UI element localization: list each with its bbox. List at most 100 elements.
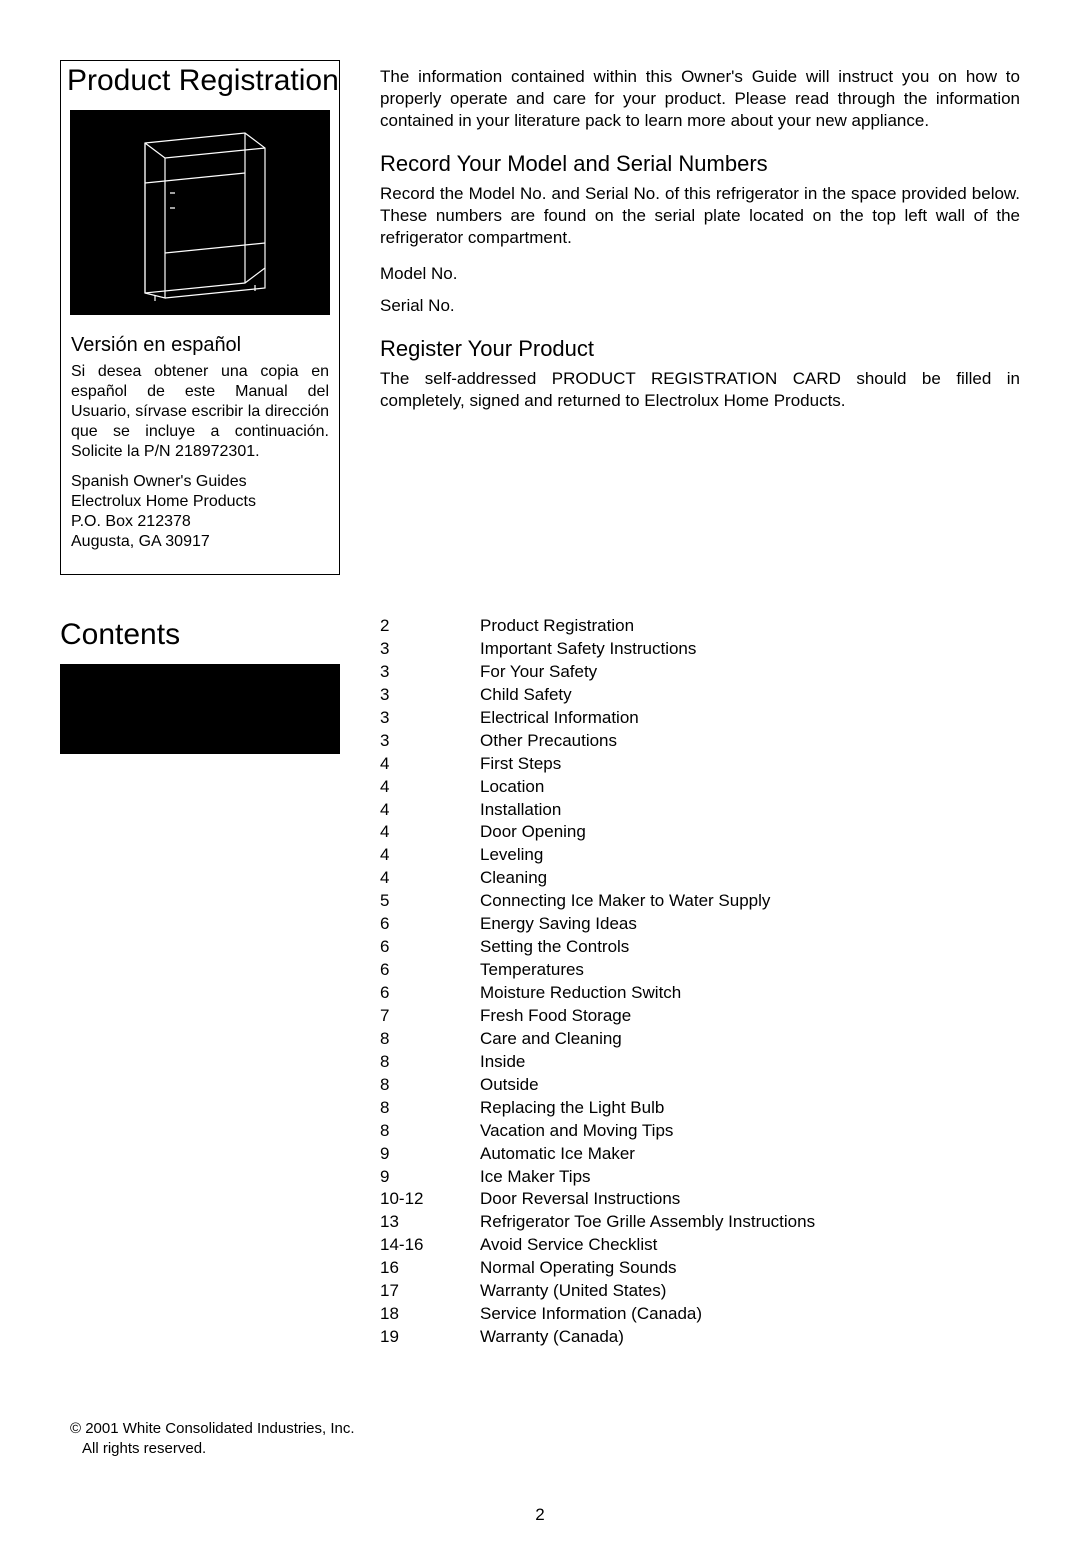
- record-text: Record the Model No. and Serial No. of t…: [380, 183, 1020, 249]
- toc-page-number: 4: [380, 844, 440, 867]
- toc-row: 8Inside: [380, 1051, 1020, 1074]
- spanish-address: Spanish Owner's Guides Electrolux Home P…: [71, 472, 329, 552]
- toc-entry-title: Cleaning: [480, 867, 1020, 890]
- bottom-section: Contents 2Product Registration3Important…: [60, 615, 1020, 1349]
- intro-text: The information contained within this Ow…: [380, 66, 1020, 132]
- toc-page-number: 4: [380, 776, 440, 799]
- toc-entry-title: Normal Operating Sounds: [480, 1257, 1020, 1280]
- toc-entry-title: Replacing the Light Bulb: [480, 1097, 1020, 1120]
- toc-page-number: 3: [380, 661, 440, 684]
- toc-entry-title: Door Reversal Instructions: [480, 1188, 1020, 1211]
- toc-entry-title: Fresh Food Storage: [480, 1005, 1020, 1028]
- toc-entry-title: Installation: [480, 799, 1020, 822]
- toc-page-number: 9: [380, 1143, 440, 1166]
- right-column: The information contained within this Ow…: [380, 60, 1020, 575]
- heading-registration: Product Registration: [61, 61, 339, 100]
- addr-line: Spanish Owner's Guides: [71, 473, 247, 490]
- register-product-block: Register Your Product The self-addressed…: [380, 335, 1020, 412]
- toc-page-number: 19: [380, 1326, 440, 1349]
- top-section: Product Registration: [60, 60, 1020, 575]
- toc-row: 8 Care and Cleaning: [380, 1028, 1020, 1051]
- toc-entry-title: First Steps: [480, 753, 1020, 776]
- toc-entry-title: For Your Safety: [480, 661, 1020, 684]
- toc-page-number: 13: [380, 1211, 440, 1234]
- toc-page-number: 5: [380, 890, 440, 913]
- page-number: 2: [60, 1504, 1020, 1526]
- toc-entry-title: Ice Maker Tips: [480, 1166, 1020, 1189]
- left-column: Product Registration: [60, 60, 340, 575]
- toc-page-number: 8: [380, 1097, 440, 1120]
- intro-block: The information contained within this Ow…: [380, 66, 1020, 132]
- page: Product Registration: [60, 60, 1020, 1526]
- toc-entry-title: Vacation and Moving Tips: [480, 1120, 1020, 1143]
- toc-page-number: 3: [380, 707, 440, 730]
- toc-page-number: 6: [380, 936, 440, 959]
- toc-page-number: 8: [380, 1120, 440, 1143]
- toc-page-number: 16: [380, 1257, 440, 1280]
- register-heading: Register Your Product: [380, 335, 1020, 364]
- toc-page-number: 18: [380, 1303, 440, 1326]
- serial-no-field: Serial No.: [380, 295, 1020, 317]
- toc-page-number: 7: [380, 1005, 440, 1028]
- model-no-field: Model No.: [380, 263, 1020, 285]
- toc-row: 4 First Steps: [380, 753, 1020, 776]
- spanish-text: Si desea obtener una copia en español de…: [71, 362, 329, 462]
- contents-image-placeholder: [60, 664, 340, 754]
- addr-line: Electrolux Home Products: [71, 493, 256, 510]
- addr-line: P.O. Box 212378: [71, 513, 191, 530]
- toc-row: 19Warranty (Canada): [380, 1326, 1020, 1349]
- toc-row: 4 Cleaning: [380, 867, 1020, 890]
- toc-row: 3 Electrical Information: [380, 707, 1020, 730]
- toc-row: 8Outside: [380, 1074, 1020, 1097]
- toc-row: 6 Energy Saving Ideas: [380, 913, 1020, 936]
- toc-entry-title: Important Safety Instructions: [480, 638, 1020, 661]
- toc-row: 4Installation: [380, 799, 1020, 822]
- toc-row: 4 Door Opening: [380, 821, 1020, 844]
- toc-page-number: 4: [380, 867, 440, 890]
- toc-entry-title: Connecting Ice Maker to Water Supply: [480, 890, 1020, 913]
- toc-page-number: 8: [380, 1051, 440, 1074]
- toc-row: 8 Replacing the Light Bulb: [380, 1097, 1020, 1120]
- toc-row: 9 Ice Maker Tips: [380, 1166, 1020, 1189]
- toc-entry-title: Care and Cleaning: [480, 1028, 1020, 1051]
- table-of-contents: 2Product Registration3Important Safety I…: [380, 615, 1020, 1349]
- toc-page-number: 4: [380, 753, 440, 776]
- toc-row: 9Automatic Ice Maker: [380, 1143, 1020, 1166]
- toc-row: 16 Normal Operating Sounds: [380, 1257, 1020, 1280]
- toc-entry-title: Warranty (United States): [480, 1280, 1020, 1303]
- record-numbers-block: Record Your Model and Serial Numbers Rec…: [380, 150, 1020, 317]
- toc-page-number: 8: [380, 1028, 440, 1051]
- footer: © 2001 White Consolidated Industries, In…: [60, 1419, 1020, 1458]
- copyright-line-1: © 2001 White Consolidated Industries, In…: [70, 1419, 1020, 1439]
- toc-page-number: 6: [380, 913, 440, 936]
- toc-row: 7 Fresh Food Storage: [380, 1005, 1020, 1028]
- toc-row: 3Child Safety: [380, 684, 1020, 707]
- toc-page-number: 10-12: [380, 1188, 440, 1211]
- toc-page-number: 4: [380, 821, 440, 844]
- toc-row: 13Refrigerator Toe Grille Assembly Instr…: [380, 1211, 1020, 1234]
- toc-row: 3 For Your Safety: [380, 661, 1020, 684]
- toc-page-number: 17: [380, 1280, 440, 1303]
- toc-page-number: 2: [380, 615, 440, 638]
- toc-row: 6Temperatures: [380, 959, 1020, 982]
- toc-entry-title: Leveling: [480, 844, 1020, 867]
- toc-row: 10-12 Door Reversal Instructions: [380, 1188, 1020, 1211]
- toc-page-number: 3: [380, 730, 440, 753]
- toc-entry-title: Electrical Information: [480, 707, 1020, 730]
- product-illustration: [70, 110, 330, 315]
- toc-entry-title: Energy Saving Ideas: [480, 913, 1020, 936]
- toc-entry-title: Temperatures: [480, 959, 1020, 982]
- toc-row: 3Other Precautions: [380, 730, 1020, 753]
- toc-page-number: 9: [380, 1166, 440, 1189]
- toc-entry-title: Outside: [480, 1074, 1020, 1097]
- register-text: The self-addressed PRODUCT REGISTRATION …: [380, 368, 1020, 412]
- toc-entry-title: Avoid Service Checklist: [480, 1234, 1020, 1257]
- toc-row: 4 Leveling: [380, 844, 1020, 867]
- toc-entry-title: Door Opening: [480, 821, 1020, 844]
- record-heading: Record Your Model and Serial Numbers: [380, 150, 1020, 179]
- toc-row: 6 Setting the Controls: [380, 936, 1020, 959]
- toc-row: 3Important Safety Instructions: [380, 638, 1020, 661]
- toc-entry-title: Setting the Controls: [480, 936, 1020, 959]
- toc-page-number: 6: [380, 982, 440, 1005]
- toc-row: 2Product Registration: [380, 615, 1020, 638]
